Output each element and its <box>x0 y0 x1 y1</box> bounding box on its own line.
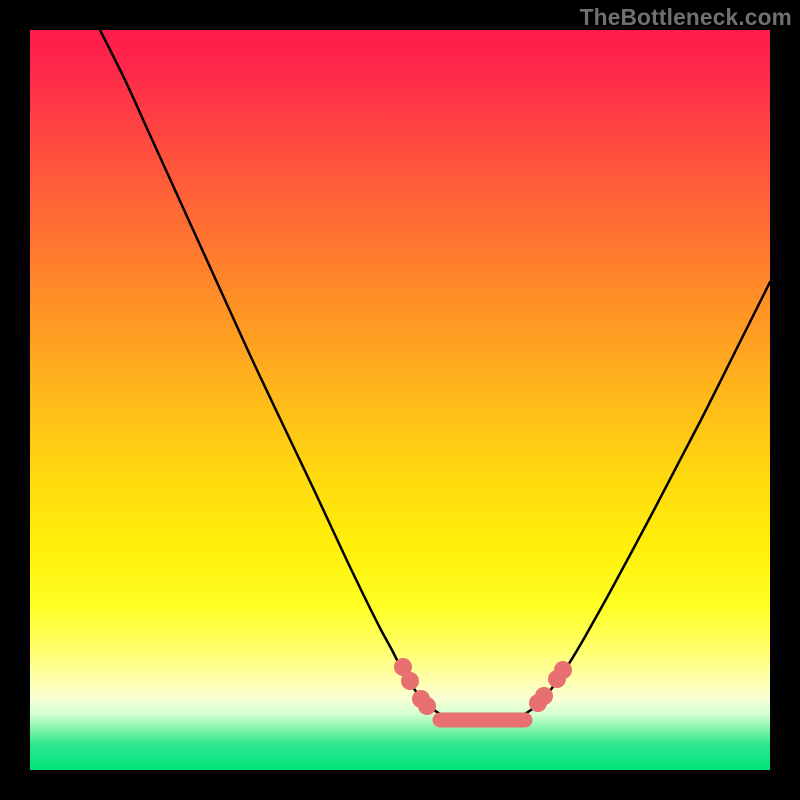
bead-7 <box>554 661 572 679</box>
plot-area <box>30 30 770 770</box>
watermark-text: TheBottleneck.com <box>580 4 792 31</box>
chart-svg <box>30 30 770 770</box>
bead-5 <box>535 687 553 705</box>
bead-1 <box>401 672 419 690</box>
outer-frame: TheBottleneck.com <box>0 0 800 800</box>
bead-3 <box>418 697 436 715</box>
